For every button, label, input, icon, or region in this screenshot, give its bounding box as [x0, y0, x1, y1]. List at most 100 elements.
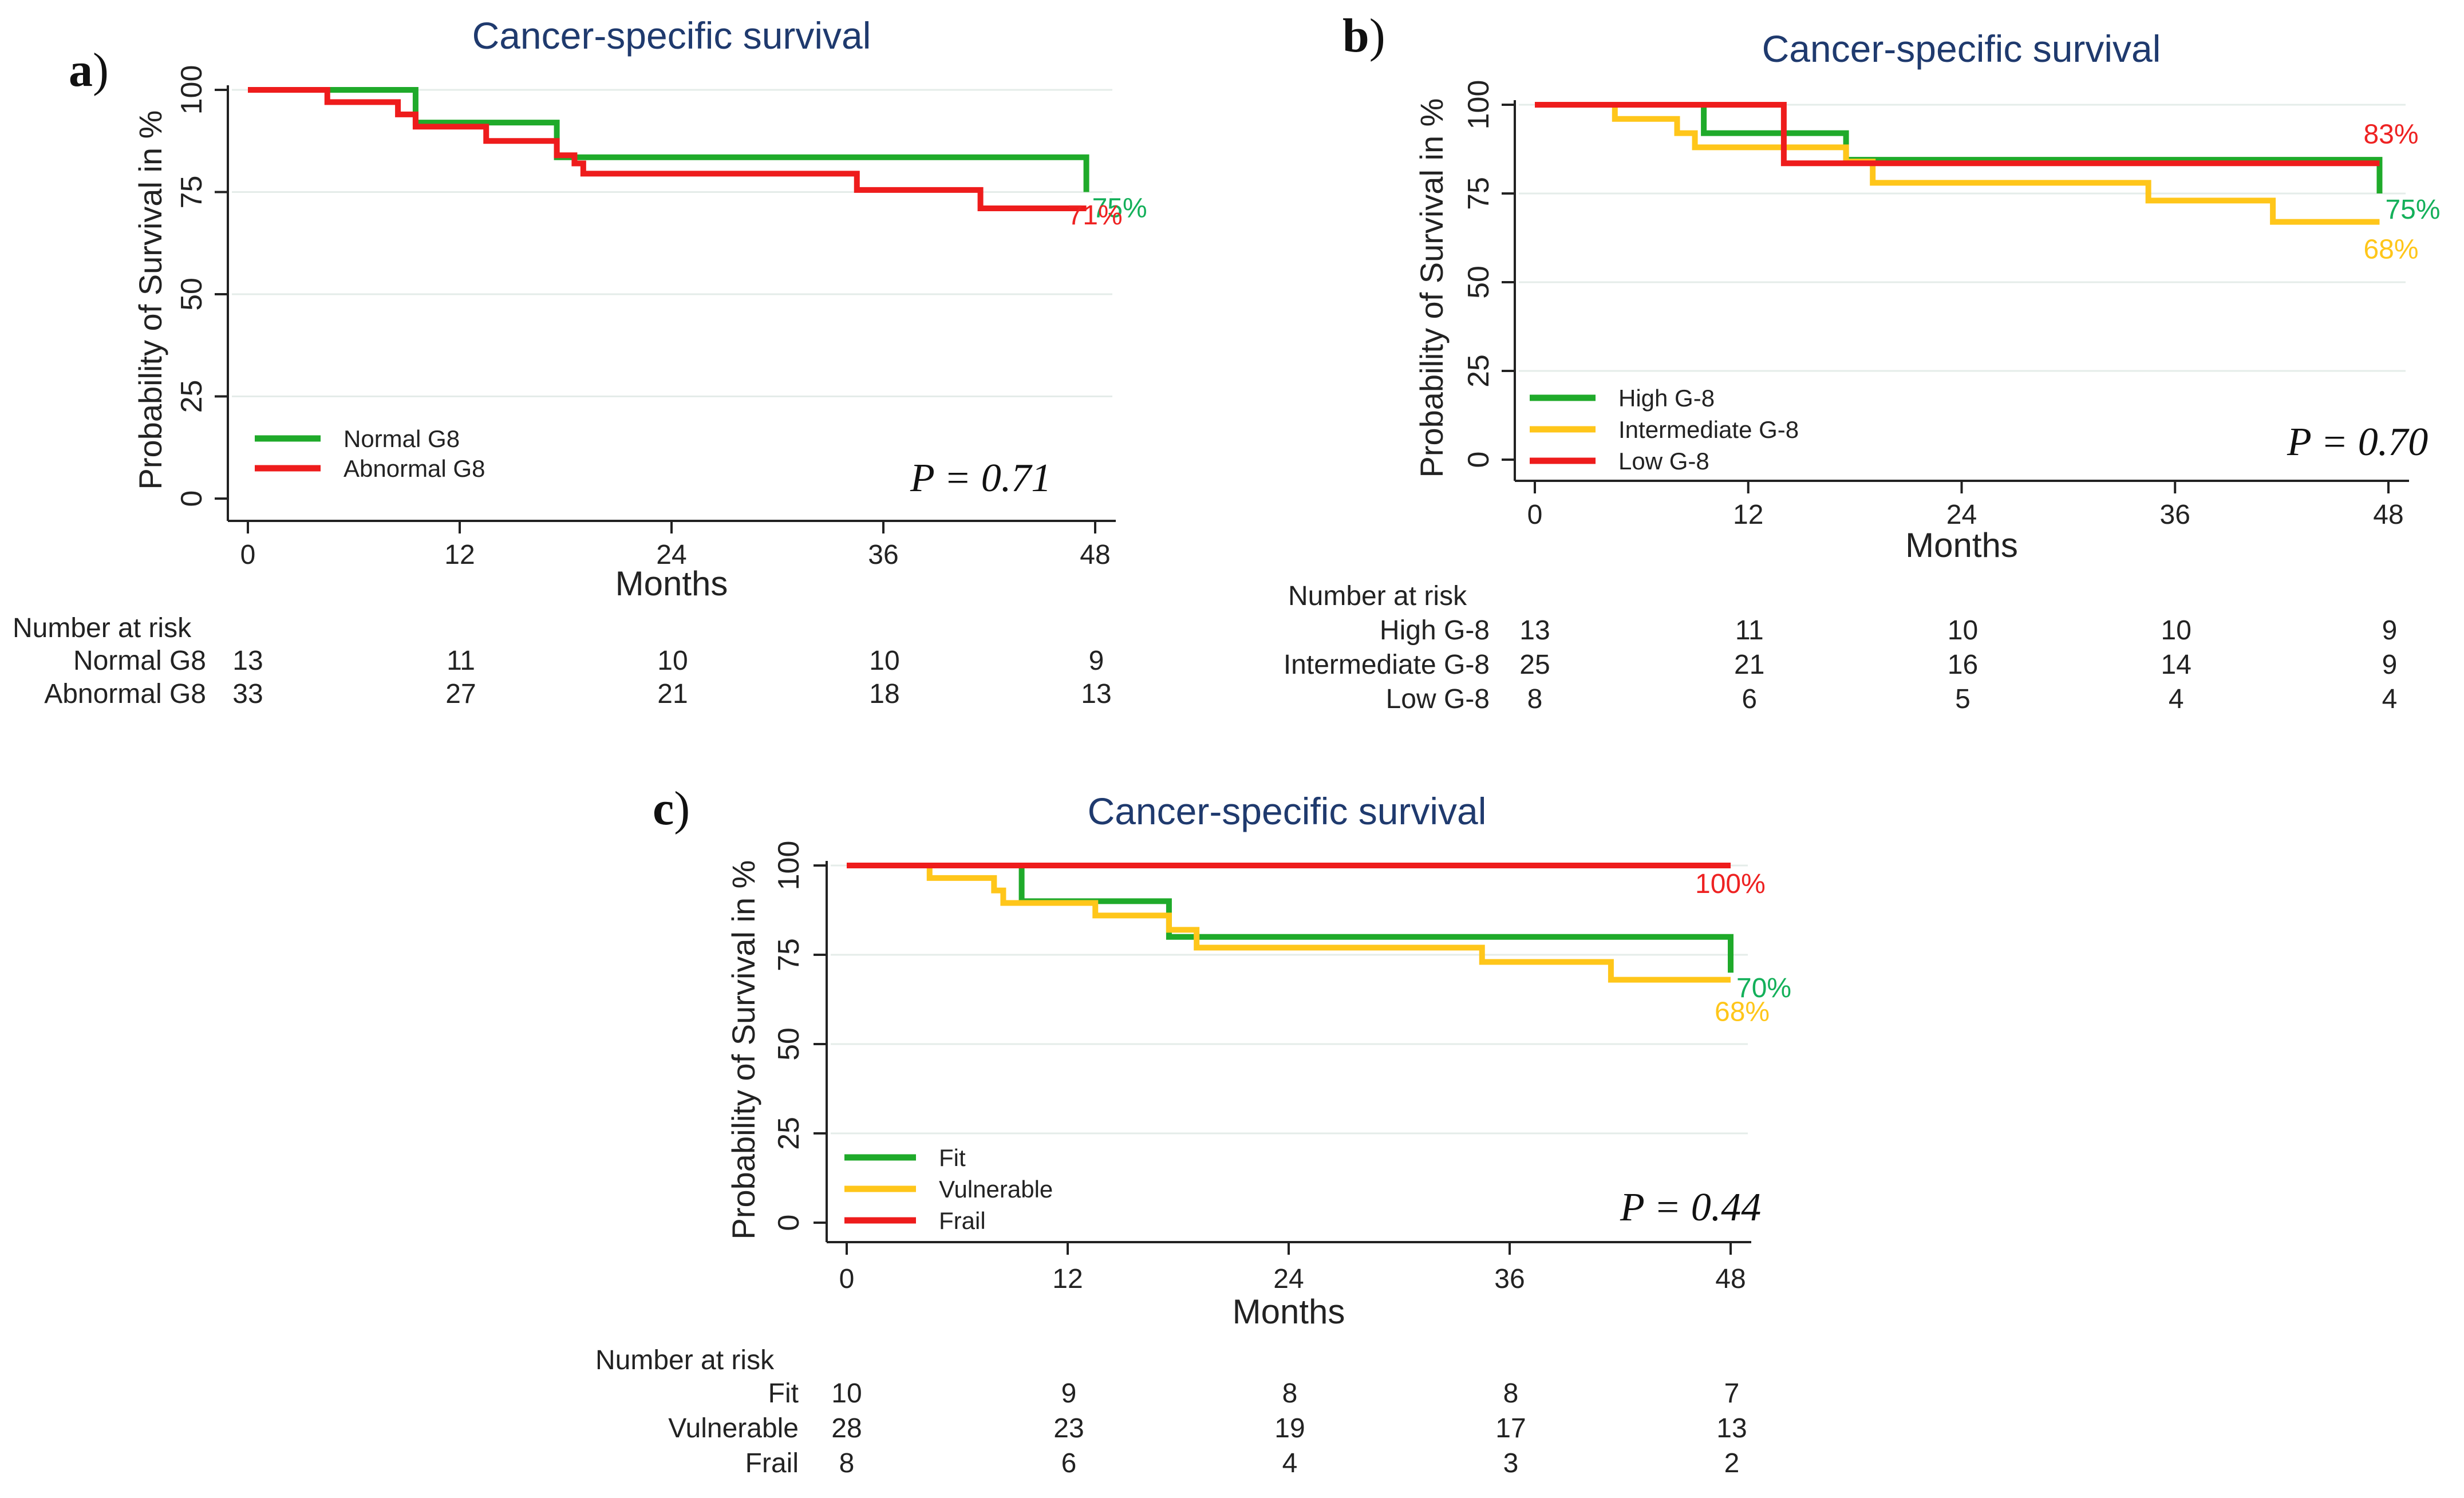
end-value-label: 75%	[1092, 193, 1147, 224]
end-value-label: 68%	[2363, 235, 2418, 265]
y-tick-label: 50	[175, 278, 208, 311]
risk-value: 4	[2169, 684, 2184, 714]
legend-entry-label: Frail	[939, 1207, 986, 1234]
x-tick-label: 12	[1052, 1264, 1083, 1294]
y-axis-title: Probability of Survival in %	[1413, 98, 1450, 478]
x-tick-label: 0	[240, 540, 256, 570]
y-tick-label: 100	[175, 65, 208, 115]
y-tick-label: 50	[1462, 266, 1495, 299]
end-value-label: 75%	[2385, 195, 2440, 225]
legend-entry-label: Intermediate G-8	[1618, 416, 1799, 443]
y-tick-label: 100	[1462, 80, 1495, 130]
risk-value: 11	[1735, 615, 1764, 646]
risk-value: 4	[1282, 1448, 1298, 1479]
risk-value: 8	[1527, 684, 1543, 714]
risk-row-label: Vulnerable	[668, 1413, 799, 1444]
x-tick-label: 36	[868, 540, 898, 570]
y-axis-title: Probability of Survival in %	[725, 860, 761, 1240]
panel-label-letter: c	[653, 782, 674, 835]
risk-row-label: Fit	[768, 1378, 799, 1409]
end-value-label: 70%	[1736, 973, 1791, 1003]
x-tick-label: 36	[1494, 1264, 1525, 1294]
risk-value: 10	[869, 646, 899, 676]
x-tick-label: 24	[1946, 500, 1977, 530]
risk-table-header: Number at risk	[1288, 581, 1467, 611]
risk-value: 4	[2382, 684, 2398, 714]
y-tick-label: 0	[175, 491, 208, 507]
x-tick-label: 36	[2160, 500, 2190, 530]
chart-title: Cancer-specific survival	[1088, 790, 1487, 832]
risk-value: 10	[831, 1378, 862, 1409]
panel-label-letter: b	[1342, 9, 1369, 62]
risk-value: 9	[2382, 615, 2398, 646]
risk-value: 10	[1948, 615, 1978, 646]
risk-value: 21	[1734, 650, 1764, 680]
y-axis-title: Probability of Survival in %	[132, 110, 168, 490]
risk-value: 13	[1716, 1413, 1747, 1444]
series-line-fit	[847, 863, 1734, 973]
legend-entry-label: Normal G8	[343, 425, 460, 452]
risk-value: 17	[1495, 1413, 1526, 1444]
risk-value: 16	[1948, 650, 1978, 680]
risk-table: Number at risk High G-8 13 11 10 10 9 Intermedi…	[1284, 581, 2398, 714]
series-line-low-g-8	[1535, 102, 2380, 167]
legend-entry-label: Vulnerable	[939, 1176, 1053, 1203]
risk-row-label: Low G-8	[1386, 684, 1490, 714]
x-tick-label: 24	[656, 540, 686, 570]
risk-value: 7	[1724, 1378, 1740, 1409]
end-value-label: 100%	[1695, 869, 1766, 899]
risk-value: 3	[1503, 1448, 1519, 1479]
panel-a: 0 25 50 75 100 0 12 24 36 48 Months Probability of …	[13, 14, 1147, 709]
series-line-abnormal-g8	[248, 87, 1087, 212]
y-tick-label: 25	[772, 1117, 805, 1150]
risk-value: 13	[1519, 615, 1550, 646]
risk-value: 23	[1053, 1413, 1084, 1444]
series-line-vulnerable	[847, 863, 1731, 983]
risk-value: 33	[232, 679, 263, 709]
legend: Normal G8 Abnormal G8	[255, 425, 485, 482]
legend-entry-label: Low G-8	[1618, 448, 1709, 475]
p-value: P = 0.71	[910, 456, 1051, 500]
risk-value: 9	[1089, 646, 1104, 676]
y-tick-label: 25	[1462, 354, 1495, 388]
x-tick-label: 48	[2373, 500, 2403, 530]
panel-label: b)	[1342, 9, 1385, 62]
chart-title: Cancer-specific survival	[1762, 27, 2161, 70]
x-axis-title: Months	[1905, 526, 2018, 564]
y-tick-label: 25	[175, 380, 208, 413]
x-tick-label: 48	[1715, 1264, 1746, 1294]
x-tick-label: 12	[444, 540, 475, 570]
risk-row-label: High G-8	[1380, 615, 1490, 646]
risk-value: 9	[1061, 1378, 1077, 1409]
risk-value: 2	[1724, 1448, 1740, 1479]
end-value-label: 68%	[1715, 997, 1770, 1027]
x-axis-title: Months	[615, 564, 728, 603]
x-tick-label: 24	[1273, 1264, 1304, 1294]
risk-value: 19	[1274, 1413, 1305, 1444]
x-tick-label: 48	[1080, 540, 1110, 570]
risk-value: 8	[1503, 1378, 1519, 1409]
risk-value: 6	[1061, 1448, 1077, 1479]
x-tick-label: 0	[839, 1264, 855, 1294]
risk-table-header: Number at risk	[595, 1345, 775, 1376]
risk-value: 18	[869, 679, 899, 709]
risk-value: 11	[447, 646, 475, 676]
legend: Fit Vulnerable Frail	[844, 1144, 1053, 1234]
risk-value: 25	[1519, 650, 1550, 680]
legend: High G-8 Intermediate G-8 Low G-8	[1530, 385, 1799, 475]
x-tick-label: 12	[1733, 500, 1763, 530]
risk-table-header: Number at risk	[13, 613, 192, 643]
risk-value: 14	[2161, 650, 2191, 680]
end-value-label: 83%	[2363, 119, 2418, 149]
legend-entry-label: Fit	[939, 1144, 966, 1171]
x-axis-title: Months	[1233, 1293, 1345, 1331]
chart-title: Cancer-specific survival	[472, 14, 871, 57]
p-value: P = 0.70	[2287, 420, 2428, 464]
y-tick-label: 0	[772, 1215, 805, 1231]
series-line-normal-g8	[248, 87, 1089, 192]
risk-row-label: Frail	[745, 1448, 799, 1479]
